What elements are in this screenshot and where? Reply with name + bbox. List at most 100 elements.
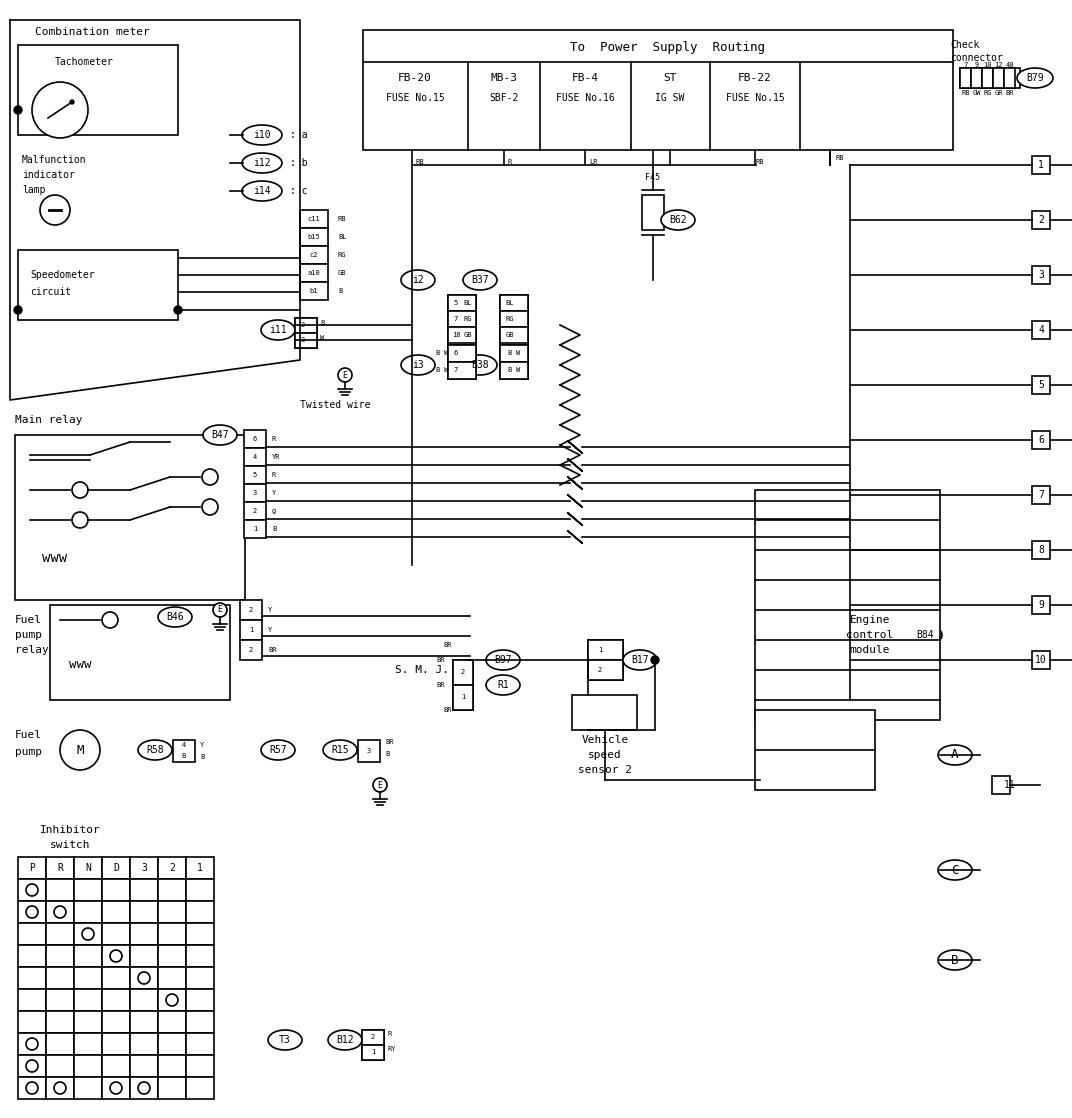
Bar — [74, 945, 102, 967]
Bar — [102, 1033, 130, 1055]
Circle shape — [60, 730, 100, 770]
Text: B12: B12 — [337, 1035, 354, 1045]
Bar — [74, 1011, 102, 1033]
Ellipse shape — [623, 650, 657, 670]
Text: pump: pump — [15, 747, 42, 757]
Text: BR: BR — [268, 647, 277, 653]
Circle shape — [14, 306, 23, 314]
Bar — [102, 879, 130, 901]
Ellipse shape — [328, 1030, 362, 1050]
Bar — [158, 1077, 187, 1099]
Bar — [46, 945, 74, 967]
Text: W: W — [444, 367, 448, 373]
Text: B: B — [508, 367, 512, 373]
Text: c2: c2 — [310, 252, 318, 258]
Text: 8: 8 — [1038, 544, 1044, 555]
Circle shape — [54, 1082, 66, 1095]
Bar — [187, 901, 214, 923]
Text: 11: 11 — [1004, 780, 1016, 790]
Text: 3: 3 — [1038, 271, 1044, 280]
Text: FB-22: FB-22 — [739, 73, 772, 83]
Circle shape — [138, 972, 150, 984]
Bar — [18, 923, 46, 945]
Bar — [187, 1055, 214, 1077]
Bar — [187, 945, 214, 967]
Bar — [18, 1077, 46, 1099]
Text: Malfunction: Malfunction — [23, 155, 87, 165]
Ellipse shape — [938, 950, 972, 970]
Bar — [187, 923, 214, 945]
Bar — [130, 1055, 158, 1077]
Text: 3: 3 — [301, 337, 306, 343]
Bar — [74, 1033, 102, 1055]
Text: i10: i10 — [253, 130, 271, 140]
Text: b1: b1 — [310, 288, 318, 294]
Text: GB: GB — [338, 271, 346, 276]
Text: Twisted wire: Twisted wire — [300, 400, 371, 410]
Text: F45: F45 — [645, 173, 660, 182]
Text: M: M — [76, 743, 84, 757]
Bar — [173, 740, 195, 762]
Bar — [158, 901, 187, 923]
Bar — [1032, 211, 1049, 229]
Text: relay: relay — [15, 645, 48, 655]
Bar — [295, 318, 317, 348]
Text: A: A — [951, 748, 958, 761]
Ellipse shape — [158, 607, 192, 627]
Ellipse shape — [242, 153, 282, 173]
Bar — [46, 1077, 74, 1099]
Text: W: W — [321, 335, 324, 341]
Text: Tachometer: Tachometer — [55, 57, 114, 67]
Bar — [589, 639, 623, 680]
Text: : b: : b — [291, 158, 308, 168]
Bar — [18, 901, 46, 923]
Text: RB: RB — [962, 91, 970, 96]
Ellipse shape — [323, 740, 357, 760]
Text: B: B — [321, 320, 324, 326]
Text: E: E — [342, 370, 347, 379]
Bar — [244, 448, 266, 466]
Text: Fuel: Fuel — [15, 730, 42, 740]
Text: connector: connector — [950, 53, 1003, 63]
Bar — [1032, 376, 1049, 394]
Bar — [500, 345, 528, 379]
Text: 7: 7 — [453, 316, 458, 322]
Bar — [158, 1055, 187, 1077]
Circle shape — [14, 106, 23, 114]
Text: B: B — [385, 751, 389, 757]
Text: BR: BR — [1006, 91, 1014, 96]
Bar — [158, 989, 187, 1011]
Text: BL: BL — [506, 300, 515, 306]
Circle shape — [26, 1082, 38, 1095]
Text: R: R — [272, 436, 277, 442]
Bar — [1032, 541, 1049, 559]
Bar — [187, 1077, 214, 1099]
Text: BR: BR — [444, 707, 452, 713]
Text: W: W — [444, 350, 448, 356]
Bar — [300, 282, 328, 300]
Bar — [130, 967, 158, 989]
Bar — [363, 30, 953, 150]
Bar — [971, 68, 982, 88]
Text: RB: RB — [835, 155, 844, 161]
Bar — [1032, 266, 1049, 284]
Bar — [130, 879, 158, 901]
Text: indicator: indicator — [23, 170, 75, 180]
Bar — [187, 989, 214, 1011]
Text: R15: R15 — [331, 745, 348, 755]
Text: 4: 4 — [253, 454, 257, 459]
Text: 7: 7 — [453, 367, 458, 373]
Text: RG: RG — [983, 91, 992, 96]
Text: 2: 2 — [169, 863, 175, 873]
Text: 7: 7 — [964, 61, 968, 68]
Bar — [18, 879, 46, 901]
Bar — [448, 362, 476, 379]
Bar — [158, 967, 187, 989]
Bar — [18, 989, 46, 1011]
Text: BR: BR — [385, 739, 393, 745]
Bar — [500, 345, 528, 362]
Text: 2: 2 — [1038, 215, 1044, 225]
Text: 10: 10 — [983, 61, 992, 68]
Bar — [46, 1055, 74, 1077]
Bar — [158, 1033, 187, 1055]
